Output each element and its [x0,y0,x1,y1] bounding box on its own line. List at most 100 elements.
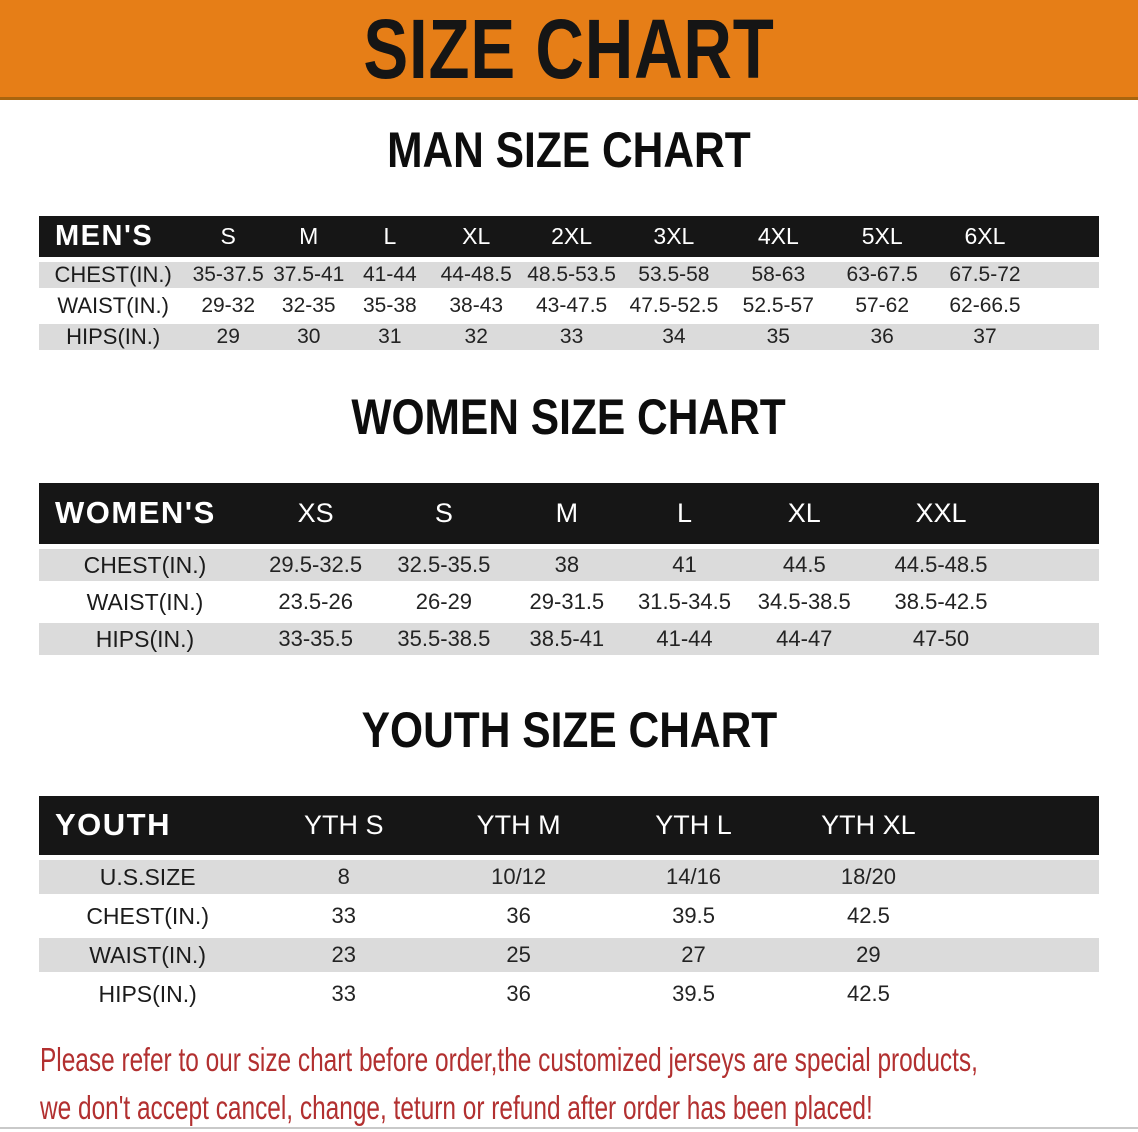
measurement-value: 41-44 [626,620,743,660]
measurement-label: WAIST(IN.) [39,583,251,623]
measurement-value: 52.5-57 [725,290,831,324]
measurement-value: 38 [507,546,627,586]
spacer-cell [955,974,1099,1016]
measurement-value: 35.5-38.5 [380,620,508,660]
measurement-row: HIPS(IN.) 33-35.5 35.5-38.5 38.5-41 41-44 44-… [39,620,1099,660]
measurement-value: 47.5-52.5 [621,290,726,324]
size-column-header: YTH S [256,795,432,860]
banner-title: SIZE CHART [363,1,775,96]
measurement-value: 29-32 [187,290,269,324]
measurement-value: 38-43 [431,290,522,324]
measurement-value: 44-47 [742,620,866,660]
measurement-value: 36 [431,896,607,938]
measurement-value: 32-35 [269,290,349,324]
measurement-value: 41-44 [348,259,432,293]
measurement-value: 42.5 [780,896,956,938]
size-column-header: 5XL [830,215,934,262]
measurement-value: 23 [256,935,432,977]
youth-chart-title-text: YOUTH SIZE CHART [361,702,777,758]
measurement-value: 44.5 [742,546,866,586]
size-table-header-row: MEN'S S M L XL 2XL 3XL 4XL 5XL 6XL [39,215,1099,262]
size-column-header: 3XL [621,215,726,262]
measurement-value: 57-62 [830,290,934,324]
size-table-header-row: WOMEN'S XS S M L XL XXL [39,482,1099,549]
table-corner-label: MEN'S [39,215,188,262]
measurement-value: 35-38 [348,290,432,324]
measurement-row: U.S.SIZE 8 10/12 14/16 18/20 [39,857,1099,899]
measurement-value: 27 [606,935,781,977]
measurement-value: 8 [256,857,432,899]
disclaimer: Please refer to our size chart before or… [40,1036,1138,1132]
measurement-row: CHEST(IN.) 35-37.5 37.5-41 41-44 44-48.5 48.5… [39,259,1099,293]
bottom-divider [0,1127,1138,1129]
measurement-label: CHEST(IN.) [39,896,257,938]
measurement-value: 34 [621,321,726,355]
size-column-header: M [269,215,349,262]
size-column-header: M [507,482,627,549]
size-column-header: YTH XL [780,795,956,860]
spacer-cell [1036,321,1099,355]
size-column-header: 4XL [725,215,831,262]
measurement-value: 37 [933,321,1037,355]
measurement-value: 30 [269,321,349,355]
measurement-value: 39.5 [606,896,781,938]
measurement-value: 33 [256,896,432,938]
spacer-cell [1016,583,1099,623]
measurement-label: HIPS(IN.) [39,321,188,355]
measurement-value: 34.5-38.5 [742,583,866,623]
measurement-value: 32.5-35.5 [380,546,508,586]
measurement-value: 44-48.5 [431,259,522,293]
measurement-value: 35-37.5 [187,259,269,293]
size-column-header: XS [251,482,381,549]
measurement-value: 29 [187,321,269,355]
womens-section: WOMEN SIZE CHART WOMEN'S XS S M L XL XXL CHEST(… [0,389,1138,660]
size-column-header: L [348,215,432,262]
spacer-cell [1016,546,1099,586]
measurement-value: 58-63 [725,259,831,293]
measurement-value: 63-67.5 [830,259,934,293]
measurement-row: CHEST(IN.) 29.5-32.5 32.5-35.5 38 41 44.5 44.5… [39,546,1099,586]
measurement-value: 33 [256,974,432,1016]
mens-size-table: MEN'S S M L XL 2XL 3XL 4XL 5XL 6XL CHEST(IN.) 35-37… [39,215,1099,355]
measurement-label: WAIST(IN.) [39,935,257,977]
spacer-cell [955,896,1099,938]
measurement-value: 33-35.5 [251,620,381,660]
measurement-value: 48.5-53.5 [521,259,622,293]
size-column-header: XXL [865,482,1017,549]
measurement-value: 35 [725,321,831,355]
table-corner-label: WOMEN'S [39,482,251,549]
size-column-header: XL [431,215,522,262]
measurement-row: HIPS(IN.) 33 36 39.5 42.5 [39,974,1099,1016]
spacer-cell [1036,259,1099,293]
youth-chart-title: YOUTH SIZE CHART [0,702,1138,758]
spacer-cell [1036,290,1099,324]
measurement-row: HIPS(IN.) 29 30 31 32 33 34 35 36 37 [39,321,1099,355]
mens-chart-title: MAN SIZE CHART [0,125,1138,175]
size-column-header: XL [742,482,866,549]
youth-size-table: YOUTH YTH S YTH M YTH L YTH XL U.S.SIZE 8 10/12… [39,795,1099,1016]
measurement-value: 25 [431,935,607,977]
measurement-value: 62-66.5 [933,290,1037,324]
womens-chart-title-text: WOMEN SIZE CHART [351,389,787,445]
spacer-cell [1016,482,1099,549]
disclaimer-line-2: we don't accept cancel, change, teturn o… [40,1089,873,1126]
spacer-cell [955,935,1099,977]
measurement-row: WAIST(IN.) 23 25 27 29 [39,935,1099,977]
size-column-header: YTH M [431,795,607,860]
measurement-label: CHEST(IN.) [39,546,251,586]
measurement-value: 31.5-34.5 [626,583,743,623]
measurement-label: CHEST(IN.) [39,259,188,293]
spacer-cell [1036,215,1099,262]
measurement-row: WAIST(IN.) 23.5-26 26-29 29-31.5 31.5-34.5 34… [39,583,1099,623]
size-column-header: 6XL [933,215,1037,262]
measurement-value: 29.5-32.5 [251,546,381,586]
measurement-row: CHEST(IN.) 33 36 39.5 42.5 [39,896,1099,938]
measurement-value: 39.5 [606,974,781,1016]
measurement-value: 36 [830,321,934,355]
measurement-label: U.S.SIZE [39,857,257,899]
youth-section: YOUTH SIZE CHART YOUTH YTH S YTH M YTH L YTH… [0,702,1138,1016]
measurement-value: 38.5-42.5 [865,583,1017,623]
measurement-value: 44.5-48.5 [865,546,1017,586]
womens-chart-title: WOMEN SIZE CHART [0,389,1138,445]
